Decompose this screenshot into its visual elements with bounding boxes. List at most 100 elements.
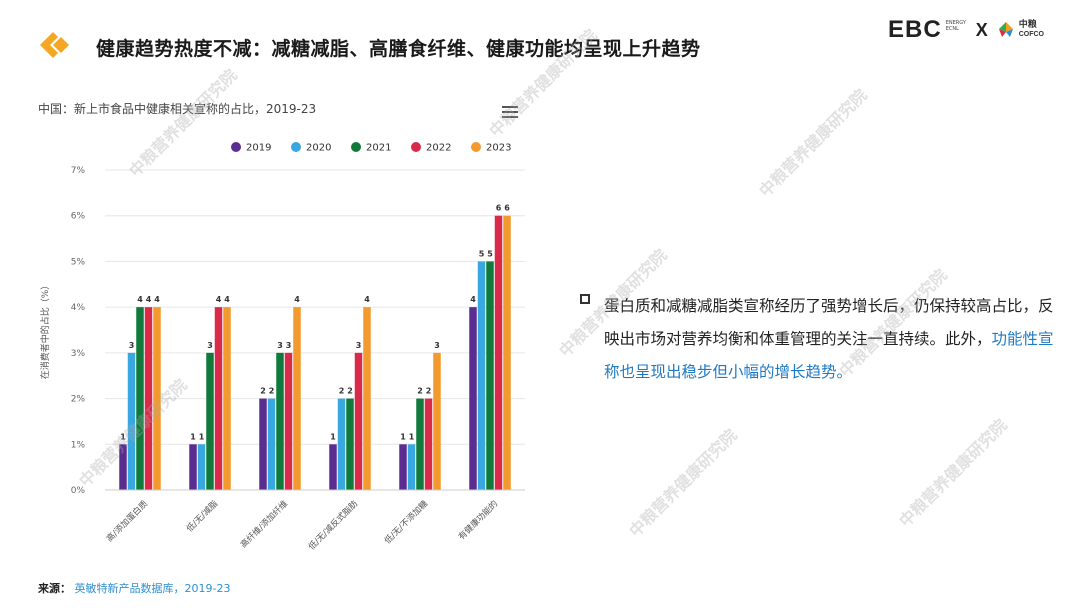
bar (223, 307, 231, 490)
data-label: 3 (277, 341, 283, 350)
y-axis-label: 在消费者中的占比（%） (39, 281, 51, 380)
x-tick-label: 低/无/不添加糖 (382, 498, 430, 546)
watermark: 中粮营养健康研究院 (755, 85, 871, 201)
chart-title: 中国：新上市食品中健康相关宣称的占比，2019-23 (38, 102, 317, 116)
watermark: 中粮营养健康研究院 (625, 425, 741, 541)
data-label: 2 (417, 387, 423, 396)
bar (354, 352, 363, 490)
y-tick-label: 7% (71, 166, 86, 176)
bar (189, 444, 197, 490)
body-paragraph: 蛋白质和减糖减脂类宣称经历了强势增长后，仍保持较高占比，反映出市场对营养均衡和体… (604, 290, 1054, 389)
data-label: 4 (364, 295, 370, 304)
watermark: 中粮营养健康研究院 (895, 415, 1011, 531)
body-text-highlight: 功能性宣称也呈现出稳步但小幅的增长趋势。 (604, 330, 1054, 381)
data-label: 5 (487, 249, 493, 258)
ebc-logo-sub: ENERGY ECNL (945, 20, 966, 32)
data-label: 3 (207, 341, 213, 350)
brand-x: X (975, 19, 988, 40)
cofco-cn: 中粮 (1018, 20, 1037, 30)
bar (329, 444, 337, 490)
data-label: 1 (190, 432, 196, 441)
data-label: 1 (120, 432, 126, 441)
data-label: 3 (129, 341, 135, 350)
bar (416, 398, 424, 490)
data-label: 5 (479, 249, 485, 258)
bar (267, 398, 276, 490)
bar (477, 261, 486, 490)
diamond-logo-icon (40, 32, 72, 58)
data-label: 4 (216, 295, 222, 304)
cofco-en: COFCO (1018, 31, 1044, 38)
source-text: 英敏特新产品数据库，2019-23 (74, 582, 231, 595)
cofco-leaf-icon (998, 22, 1013, 37)
bar (494, 215, 503, 490)
page-title: 健康趋势热度不减：减糖减脂、高膳食纤维、健康功能均呈现上升趋势 (96, 38, 701, 60)
bar (284, 352, 293, 490)
bar (293, 307, 301, 490)
y-tick-label: 2% (71, 395, 86, 405)
hamburger-menu-icon[interactable] (502, 106, 518, 118)
bar (424, 398, 433, 490)
bar (206, 352, 214, 490)
data-label: 6 (496, 204, 502, 213)
data-label: 2 (269, 387, 275, 396)
cofco-logo: 中粮 COFCO (996, 20, 1044, 40)
y-tick-label: 3% (71, 349, 86, 359)
source-label: 来源： (38, 582, 71, 595)
bar (486, 261, 494, 490)
bullet-square-icon (580, 294, 590, 304)
data-label: 1 (409, 432, 415, 441)
data-label: 2 (426, 387, 432, 396)
legend-label: 2020 (306, 143, 331, 154)
legend-marker (471, 142, 481, 152)
brand-logos: EBC ENERGY ECNL X 中粮 COFCO (888, 16, 1044, 44)
legend-marker (411, 142, 421, 152)
y-tick-label: 0% (71, 486, 86, 496)
x-tick-label: 高/添加蛋白质 (104, 498, 150, 544)
legend-marker (231, 142, 241, 152)
bar (337, 398, 346, 490)
legend-label: 2023 (486, 143, 511, 154)
data-label: 1 (199, 432, 205, 441)
legend-marker (351, 142, 361, 152)
bar (363, 307, 371, 490)
x-tick-label: 低/无/减脂 (184, 498, 220, 534)
data-label: 3 (286, 341, 292, 350)
data-label: 2 (260, 387, 266, 396)
data-label: 6 (504, 204, 510, 213)
data-label: 2 (339, 387, 345, 396)
ebc-logo: EBC (888, 16, 942, 43)
legend-label: 2022 (426, 143, 451, 154)
bar-chart: 0%1%2%3%4%5%6%7%在消费者中的占比（%）134 4 4高/添加蛋白质1… (39, 142, 525, 552)
y-tick-label: 5% (71, 257, 86, 267)
x-tick-label: 高纤维/添加纤维 (238, 498, 290, 550)
bar (503, 215, 511, 490)
bar (433, 352, 441, 490)
bar (399, 444, 407, 490)
y-tick-label: 6% (71, 212, 86, 222)
y-tick-label: 1% (71, 440, 86, 450)
body-text-main: 蛋白质和减糖减脂类宣称经历了强势增长后，仍保持较高占比，反映出市场对营养均衡和体… (604, 297, 1054, 348)
bar (153, 307, 161, 490)
data-label: 4 (137, 295, 143, 304)
data-label: 4 (146, 295, 152, 304)
data-label: 3 (356, 341, 362, 350)
bar (197, 444, 206, 490)
bar (276, 352, 284, 490)
source-note: 来源： 英敏特新产品数据库，2019-23 (38, 580, 230, 596)
y-tick-label: 4% (71, 303, 86, 313)
x-tick-label: 有健康功能的 (456, 498, 500, 542)
legend-marker (291, 142, 301, 152)
data-label: 3 (434, 341, 440, 350)
bar (214, 307, 223, 490)
bar (469, 307, 477, 490)
bar (407, 444, 416, 490)
bar (127, 352, 136, 490)
bar (119, 444, 127, 490)
data-label: 1 (330, 432, 336, 441)
data-label: 4 (154, 295, 160, 304)
data-label: 4 (294, 295, 300, 304)
data-label: 2 (347, 387, 353, 396)
bar (144, 307, 153, 490)
legend-label: 2021 (366, 143, 391, 154)
